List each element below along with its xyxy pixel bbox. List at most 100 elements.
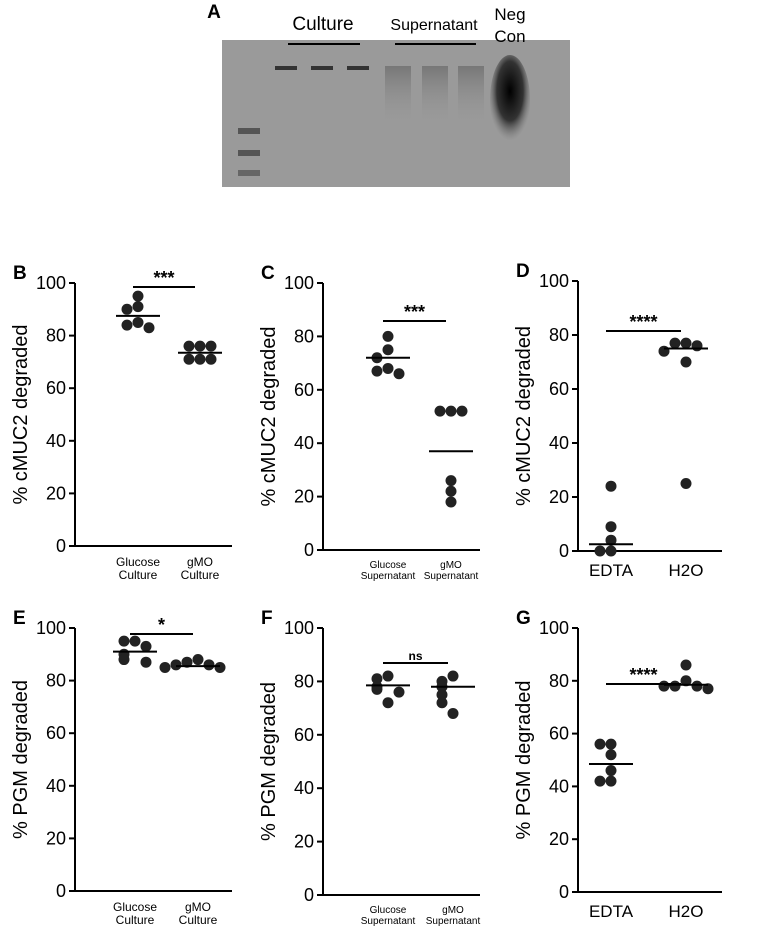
data-point — [129, 635, 141, 647]
data-point — [181, 656, 193, 668]
y-tick-label: 40 — [294, 778, 314, 798]
y-tick-label: 80 — [46, 671, 66, 691]
y-tick-label: 0 — [56, 881, 66, 901]
x-tick-label: H2O — [669, 902, 704, 921]
x-tick-label: EDTA — [589, 561, 634, 580]
y-tick-label: 0 — [304, 540, 314, 560]
y-tick-label: 40 — [549, 433, 569, 453]
ladder-band — [238, 150, 260, 156]
well-band — [311, 66, 333, 70]
data-point — [680, 356, 692, 368]
data-point — [121, 303, 133, 315]
data-point — [605, 775, 617, 787]
y-tick-label: 100 — [539, 271, 569, 291]
y-tick-label: 20 — [46, 483, 66, 503]
y-tick-label: 40 — [46, 776, 66, 796]
data-point — [680, 478, 692, 489]
data-point — [382, 362, 394, 374]
significance-label: ns — [408, 649, 422, 663]
x-tick-label: Supernatant — [424, 571, 479, 582]
y-tick-label: 60 — [549, 379, 569, 399]
data-point — [605, 545, 617, 557]
panel-letter: E — [13, 608, 26, 629]
data-point — [605, 521, 617, 533]
panel-letter: A — [207, 2, 221, 23]
data-point — [445, 475, 457, 487]
y-tick-label: 0 — [559, 541, 569, 561]
significance-label: *** — [404, 302, 425, 322]
y-axis-label: % cMUC2 degraded — [10, 324, 32, 504]
data-point — [132, 301, 144, 313]
data-point — [183, 353, 195, 365]
neg-smear — [490, 55, 530, 145]
y-tick-label: 100 — [36, 273, 66, 293]
data-point — [118, 654, 130, 666]
x-tick-label: Culture — [179, 913, 218, 927]
data-point — [605, 749, 617, 761]
data-point — [436, 697, 448, 709]
y-tick-label: 80 — [294, 326, 314, 346]
y-tick-label: 100 — [284, 618, 314, 638]
significance-label: **** — [629, 665, 657, 685]
data-point — [669, 680, 681, 692]
data-point — [605, 534, 617, 546]
y-tick-label: 20 — [294, 832, 314, 852]
data-point — [445, 405, 457, 417]
y-tick-label: 100 — [284, 273, 314, 293]
data-point — [594, 738, 606, 750]
panel: G % PGM degraded 0 20 40 60 80 100 EDTA H2O **** — [513, 608, 722, 921]
gel: A Culture Supernatant Neg Con — [207, 2, 570, 187]
data-point — [205, 340, 217, 352]
x-tick-label: Supernatant — [361, 571, 416, 582]
data-point — [382, 697, 394, 709]
data-point — [605, 738, 617, 750]
y-tick-label: 20 — [46, 828, 66, 848]
data-point — [382, 330, 394, 342]
data-point — [192, 654, 204, 666]
significance-label: **** — [629, 312, 657, 332]
data-point — [132, 316, 144, 328]
data-point — [159, 661, 171, 673]
y-axis-label: % cMUC2 degraded — [513, 326, 535, 506]
data-point — [371, 683, 383, 695]
data-point — [456, 405, 468, 417]
data-point — [434, 405, 446, 417]
data-point — [121, 319, 133, 331]
data-point — [371, 365, 383, 377]
data-point — [183, 340, 195, 352]
data-point — [605, 480, 617, 492]
y-axis-label: % cMUC2 degraded — [258, 326, 280, 506]
panel-letter: G — [516, 608, 531, 629]
y-tick-label: 80 — [549, 325, 569, 345]
panel-letter: B — [13, 263, 27, 284]
data-point — [382, 670, 394, 682]
data-point — [194, 353, 206, 365]
x-tick-label: Glucose — [113, 900, 157, 914]
data-point — [393, 686, 405, 698]
panel: E% PGM degraded020406080100GlucoseCultur… — [10, 608, 232, 927]
y-tick-label: 80 — [549, 671, 569, 691]
x-tick-label: Culture — [119, 568, 158, 582]
smear — [422, 66, 448, 126]
y-tick-label: 40 — [46, 431, 66, 451]
data-point — [140, 640, 152, 652]
data-point — [170, 659, 182, 671]
data-point — [658, 680, 670, 692]
y-tick-label: 60 — [294, 380, 314, 400]
y-tick-label: 80 — [294, 671, 314, 691]
smear — [458, 66, 484, 126]
data-point — [680, 337, 692, 349]
data-point — [371, 673, 383, 685]
y-axis-label: % PGM degraded — [258, 682, 280, 841]
x-tick-label: Culture — [181, 568, 220, 582]
data-point — [118, 635, 130, 647]
ladder-band — [238, 170, 260, 176]
panel: F% PGM degraded020406080100GlucoseSupern… — [258, 608, 480, 927]
gel-label: Supernatant — [390, 17, 478, 34]
data-point — [594, 545, 606, 557]
y-tick-label: 20 — [549, 829, 569, 849]
data-point — [691, 680, 703, 692]
significance-label: * — [158, 615, 165, 635]
data-point — [132, 290, 144, 302]
y-tick-label: 60 — [549, 724, 569, 744]
